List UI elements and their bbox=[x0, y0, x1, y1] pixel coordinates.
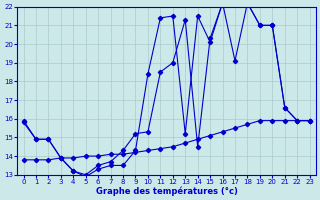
X-axis label: Graphe des températures (°c): Graphe des températures (°c) bbox=[96, 186, 237, 196]
